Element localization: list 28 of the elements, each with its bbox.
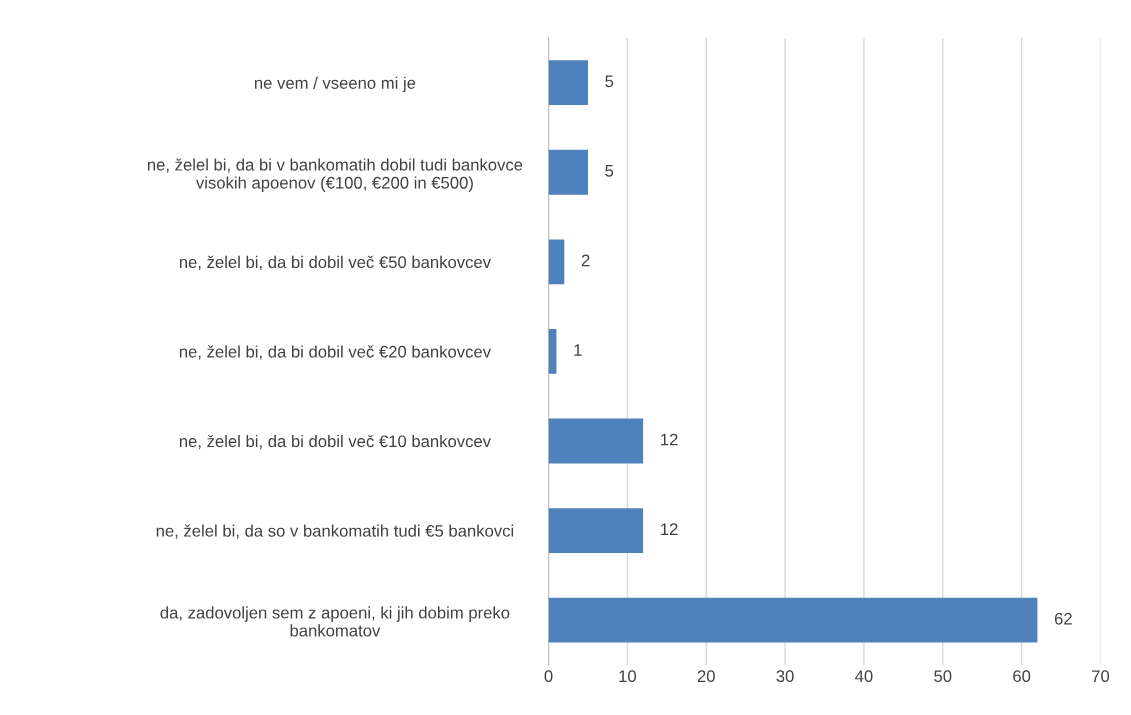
x-tick-label: 10 <box>619 670 636 683</box>
x-tick-label: 20 <box>697 670 715 683</box>
bar <box>548 239 565 285</box>
data-label: 1 <box>574 344 582 356</box>
x-tick-label: 70 <box>1092 670 1110 683</box>
x-tick-label: 60 <box>1013 670 1031 683</box>
bar <box>548 418 644 464</box>
x-tick-label: 40 <box>855 670 873 683</box>
x-tick-label: 30 <box>776 670 794 683</box>
data-label: 5 <box>605 165 614 177</box>
data-label: 12 <box>661 523 678 535</box>
x-tick-label: 50 <box>934 670 952 683</box>
bar <box>548 149 588 195</box>
bar <box>548 508 644 553</box>
y-tick-label: da, zadovoljen sem z apoeni, ki jih dobim preko bankomatov <box>160 606 510 637</box>
bar <box>548 60 588 106</box>
data-label: 5 <box>605 75 614 88</box>
y-tick-label: ne, želel bi, da bi dobil več €10 bankovcev <box>179 434 491 450</box>
y-tick-label: ne, želel bi, da so v bankomatih tudi €5 bankovci <box>156 524 514 539</box>
x-tick-label: 0 <box>544 670 553 683</box>
data-label: 12 <box>661 433 678 446</box>
y-tick-label: ne, želel bi, da bi v bankomatih dobil tudi bankovce visokih apoenov (€100, €200 in €500) <box>147 158 523 192</box>
bar <box>548 597 1038 643</box>
data-label: 2 <box>581 254 590 267</box>
y-tick-label: ne, želel bi, da bi dobil več €50 bankovcev <box>179 255 491 271</box>
y-tick-label: ne vem / vseeno mi je <box>254 76 416 93</box>
y-tick-label: ne, želel bi, da bi dobil več €20 bankovcev <box>179 345 491 360</box>
data-label: 62 <box>1054 612 1072 625</box>
